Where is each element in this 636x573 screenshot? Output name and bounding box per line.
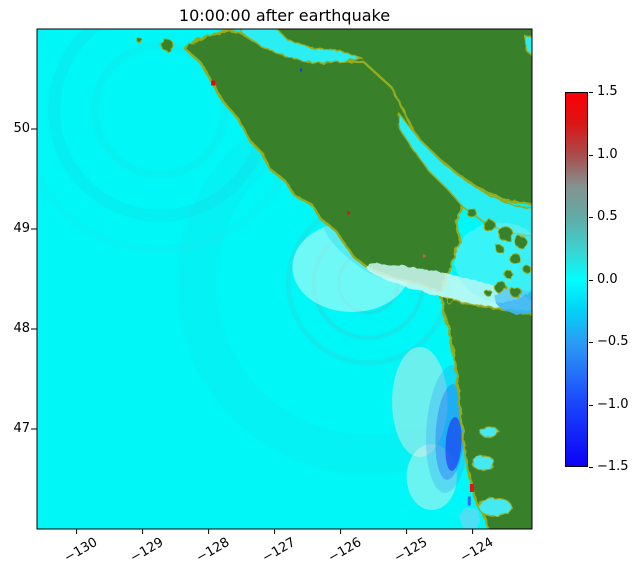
colorbar-tick-label: −1.5: [597, 459, 629, 474]
colorbar-tick-label: 1.0: [597, 146, 618, 162]
colorbar-tick: [589, 279, 593, 281]
y-tick-label: 48: [13, 321, 30, 336]
grays-harbor: [471, 455, 495, 471]
small-islands: [136, 36, 532, 305]
crest-spot-jdf: [422, 254, 426, 258]
colorbar-tick: [589, 467, 593, 468]
georgia-pale: [455, 222, 532, 302]
colorbar-tick-label: −1.0: [597, 396, 629, 412]
colorbar-tick-label: −0.5: [597, 334, 629, 349]
trough-spot-mainland: [300, 68, 302, 72]
plot-title: 10:00:00 after earthquake: [178, 6, 391, 25]
colorbar-tick: [589, 342, 593, 343]
willapa-bay: [477, 497, 513, 517]
colorbar-tick: [589, 217, 593, 218]
crest-spot-barkley: [347, 211, 350, 215]
pale-plume-south: [406, 444, 457, 510]
colorbar-tick-label: 0.0: [597, 271, 618, 287]
colorbar-tick: [589, 92, 593, 93]
colorbar-tick: [589, 154, 593, 156]
river-mouth-glow: [460, 507, 480, 529]
water-howe-sound-notch: [523, 34, 532, 57]
extreme-spots: [211, 68, 474, 506]
hood-inlet: [479, 426, 499, 438]
water-queen-charlotte-strait: [238, 29, 363, 64]
y-tick-label: 47: [13, 421, 30, 436]
colorbar-tick: [589, 404, 593, 406]
axes-border: [36, 28, 533, 530]
colorbar-tick-label: 1.5: [597, 84, 618, 99]
colorbar-tick-label: 0.5: [597, 209, 618, 224]
land: [182, 29, 532, 529]
crest-spot-columbia: [469, 484, 474, 492]
coastal-trough-core: [445, 417, 462, 471]
colorbar-gradient: [565, 92, 588, 467]
straits-and-inlets: [238, 29, 532, 529]
pale-plume-north: [392, 347, 448, 457]
y-tick-label: 49: [13, 221, 30, 236]
trough-spot-columbia: [467, 496, 471, 506]
y-tick-label: 50: [13, 121, 30, 136]
crest-spot-nw-island: [211, 80, 216, 86]
